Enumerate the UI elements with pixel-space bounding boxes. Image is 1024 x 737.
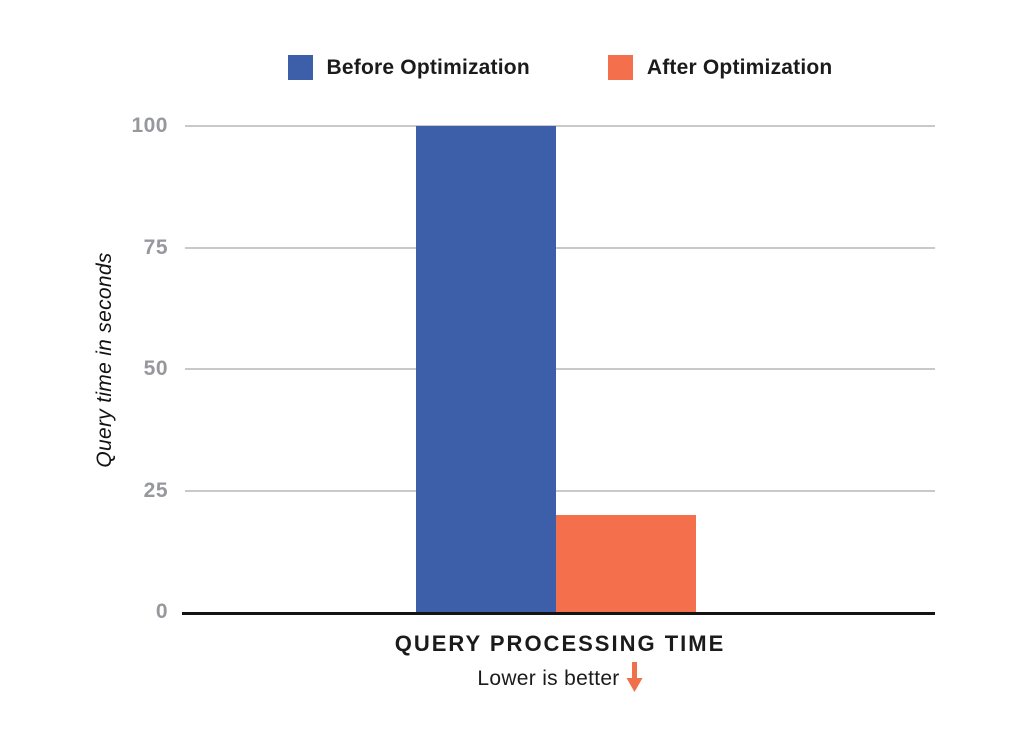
legend-swatch-before-icon xyxy=(287,55,313,80)
y-axis-ticks: 0 25 50 75 100 xyxy=(90,114,168,623)
y-tick-label-75: 75 xyxy=(143,235,168,259)
y-tick-label-0: 0 xyxy=(155,600,168,623)
title-block: QUERY PROCESSING TIME Lower is better xyxy=(185,631,935,698)
down-arrow-icon xyxy=(626,662,643,698)
gridline-100 xyxy=(185,125,935,127)
x-axis-line xyxy=(182,612,935,615)
y-tick-label-25: 25 xyxy=(143,478,168,502)
gridline-25 xyxy=(185,489,935,492)
legend-swatch-after-icon xyxy=(607,55,633,80)
chart-subtitle: Lower is better xyxy=(185,662,935,698)
legend-label-after: After Optimization xyxy=(646,55,833,79)
y-tick-label-100: 100 xyxy=(131,114,168,137)
bar-before-optimization xyxy=(416,126,556,612)
legend-item-after-optimization: After Optimization xyxy=(607,55,833,80)
legend: Before Optimization After Optimization xyxy=(185,55,935,80)
legend-item-before-optimization: Before Optimization xyxy=(287,55,530,80)
chart-subtitle-text: Lower is better xyxy=(477,667,620,690)
gridline-50 xyxy=(185,368,935,370)
plot-area xyxy=(182,125,935,615)
gridline-75 xyxy=(185,246,935,249)
legend-label-before: Before Optimization xyxy=(326,55,530,79)
y-tick-label-50: 50 xyxy=(143,357,168,380)
chart-title: QUERY PROCESSING TIME xyxy=(394,631,726,656)
bar-after-optimization xyxy=(556,514,696,612)
